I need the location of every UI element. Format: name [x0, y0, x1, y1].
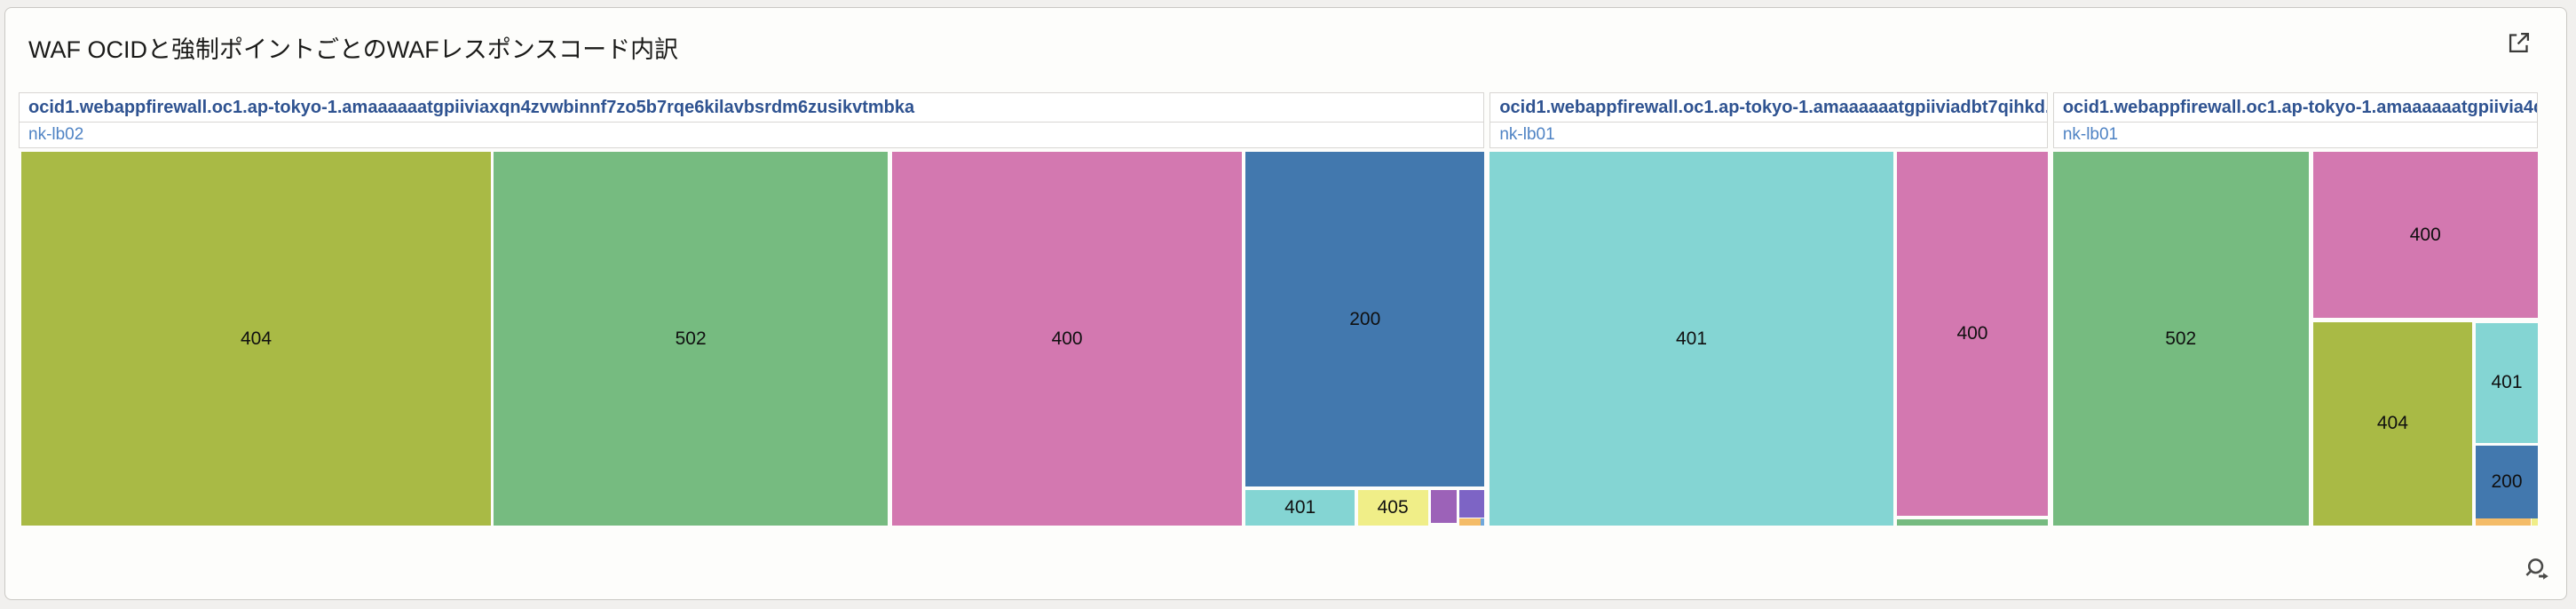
- treemap-group: ocid1.webappfirewall.oc1.ap-tokyo-1.amaa…: [1489, 92, 2048, 526]
- treemap-tile[interactable]: 200: [2476, 445, 2538, 518]
- drill-down-button[interactable]: [2522, 555, 2552, 585]
- treemap-tile[interactable]: 200: [1245, 152, 1485, 487]
- treemap-tile[interactable]: 404: [2312, 321, 2473, 526]
- tile-code-label: 404: [240, 328, 273, 349]
- treemap-tile[interactable]: [1480, 518, 1485, 526]
- treemap-tile[interactable]: [1459, 490, 1485, 518]
- group-waf-ocid-label: ocid1.webappfirewall.oc1.ap-tokyo-1.amaa…: [19, 92, 1485, 123]
- treemap-group: ocid1.webappfirewall.oc1.ap-tokyo-1.amaa…: [2052, 92, 2538, 526]
- treemap-group-body: 404 502 400 200 401 405: [19, 152, 1485, 526]
- tile-code-label: 405: [1377, 497, 1409, 518]
- tile-code-label: 400: [2409, 224, 2441, 245]
- tile-code-label: 400: [1956, 323, 1988, 344]
- treemap-group-body: 401 400: [1489, 152, 2048, 526]
- treemap-chart: ocid1.webappfirewall.oc1.ap-tokyo-1.amaa…: [19, 92, 2538, 526]
- tile-code-label: 401: [1676, 328, 1708, 349]
- treemap-tile[interactable]: 400: [892, 152, 1243, 526]
- tile-code-label: 200: [2491, 471, 2523, 492]
- treemap-tile[interactable]: 400: [2312, 152, 2538, 319]
- treemap-tile[interactable]: 502: [494, 152, 889, 526]
- widget-title: WAF OCIDと強制ポイントごとのWAFレスポンスコード内訳: [28, 36, 679, 63]
- treemap-tile[interactable]: 401: [1245, 490, 1355, 526]
- group-enforcement-point-label: nk-lb02: [19, 123, 1485, 148]
- treemap-tile[interactable]: 401: [1489, 152, 1893, 526]
- treemap-tile[interactable]: 502: [2052, 152, 2309, 526]
- open-in-new-window-icon: [2504, 28, 2534, 58]
- tile-code-label: 401: [2491, 372, 2523, 393]
- tile-code-label: 502: [675, 328, 707, 349]
- treemap-tile[interactable]: [1459, 518, 1483, 526]
- group-waf-ocid-label: ocid1.webappfirewall.oc1.ap-tokyo-1.amaa…: [2052, 92, 2538, 123]
- group-waf-ocid-label: ocid1.webappfirewall.oc1.ap-tokyo-1.amaa…: [1489, 92, 2048, 123]
- waf-widget-card: WAF OCIDと強制ポイントごとのWAFレスポンスコード内訳 ocid1.we…: [4, 7, 2567, 600]
- magnifier-arrow-icon: [2522, 555, 2552, 585]
- group-enforcement-point-label: nk-lb01: [1489, 123, 2048, 148]
- treemap-group-body: 502 400 404 401 200: [2052, 152, 2538, 526]
- open-in-new-window-button[interactable]: [2504, 28, 2534, 58]
- treemap-tile[interactable]: 405: [1357, 490, 1428, 526]
- treemap-tile[interactable]: [1897, 519, 2048, 526]
- tile-code-label: 502: [2165, 328, 2197, 349]
- treemap-group: ocid1.webappfirewall.oc1.ap-tokyo-1.amaa…: [19, 92, 1485, 526]
- treemap-tile[interactable]: [1431, 490, 1458, 523]
- tile-code-label: 401: [1284, 497, 1316, 518]
- treemap-tile[interactable]: 401: [2476, 323, 2538, 443]
- treemap-tile[interactable]: 404: [21, 152, 491, 526]
- treemap-tile[interactable]: [2532, 518, 2538, 526]
- tile-code-label: 404: [2376, 413, 2408, 434]
- group-enforcement-point-label: nk-lb01: [2052, 123, 2538, 148]
- tile-code-label: 200: [1349, 308, 1381, 329]
- treemap-tile[interactable]: [2476, 518, 2531, 526]
- tile-code-label: 400: [1051, 328, 1083, 349]
- treemap-tile[interactable]: 400: [1897, 152, 2048, 517]
